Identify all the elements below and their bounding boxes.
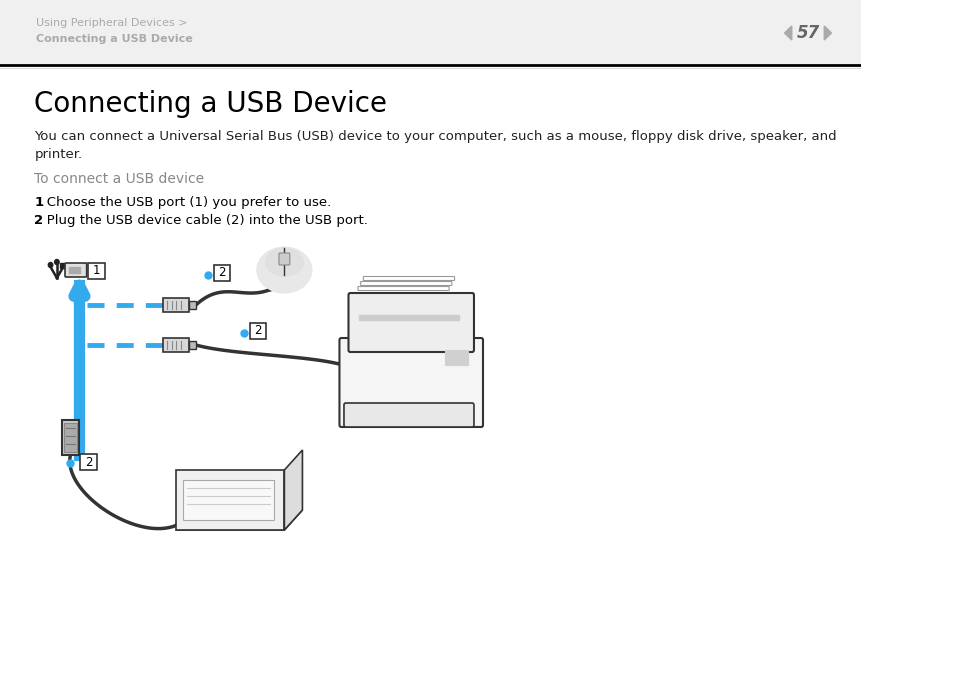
FancyBboxPatch shape (363, 276, 454, 280)
Text: 2: 2 (34, 214, 44, 227)
FancyBboxPatch shape (344, 403, 474, 427)
FancyBboxPatch shape (357, 286, 449, 290)
FancyBboxPatch shape (89, 263, 105, 279)
Text: Connecting a USB Device: Connecting a USB Device (34, 90, 387, 118)
Bar (189, 341, 195, 349)
FancyBboxPatch shape (278, 253, 290, 265)
Polygon shape (823, 26, 831, 40)
Text: 2: 2 (254, 324, 262, 338)
Text: Connecting a USB Device: Connecting a USB Device (36, 34, 193, 44)
Text: Choose the USB port (1) you prefer to use.: Choose the USB port (1) you prefer to us… (34, 196, 332, 209)
Bar (359, 315, 458, 320)
Bar (69, 267, 80, 273)
FancyBboxPatch shape (213, 265, 230, 281)
FancyBboxPatch shape (250, 323, 266, 339)
Text: 2: 2 (218, 266, 226, 280)
Ellipse shape (265, 248, 303, 276)
Text: 1: 1 (92, 264, 100, 278)
FancyBboxPatch shape (80, 454, 96, 470)
Bar (163, 338, 189, 352)
Bar (445, 350, 467, 365)
FancyBboxPatch shape (348, 293, 474, 352)
Bar (163, 298, 189, 312)
Text: printer.: printer. (34, 148, 82, 161)
FancyBboxPatch shape (339, 338, 482, 427)
Bar (64, 423, 76, 452)
Text: Plug the USB device cable (2) into the USB port.: Plug the USB device cable (2) into the U… (34, 214, 368, 227)
Polygon shape (176, 470, 284, 530)
Bar (183, 480, 274, 520)
Circle shape (54, 259, 59, 264)
Bar (60, 263, 65, 268)
Ellipse shape (257, 247, 311, 293)
Bar (189, 301, 195, 309)
FancyBboxPatch shape (360, 282, 452, 286)
Text: To connect a USB device: To connect a USB device (34, 172, 204, 186)
Polygon shape (176, 510, 302, 530)
Text: 57: 57 (796, 24, 819, 42)
Text: 2: 2 (85, 456, 92, 468)
FancyBboxPatch shape (65, 263, 87, 277)
Text: Using Peripheral Devices >: Using Peripheral Devices > (36, 18, 188, 28)
Bar (62, 420, 78, 455)
Polygon shape (284, 450, 302, 530)
Text: 1: 1 (34, 196, 44, 209)
Text: You can connect a Universal Serial Bus (USB) device to your computer, such as a : You can connect a Universal Serial Bus (… (34, 130, 836, 143)
Bar (0, 0, 861, 65)
Circle shape (49, 262, 52, 268)
Polygon shape (783, 26, 791, 40)
